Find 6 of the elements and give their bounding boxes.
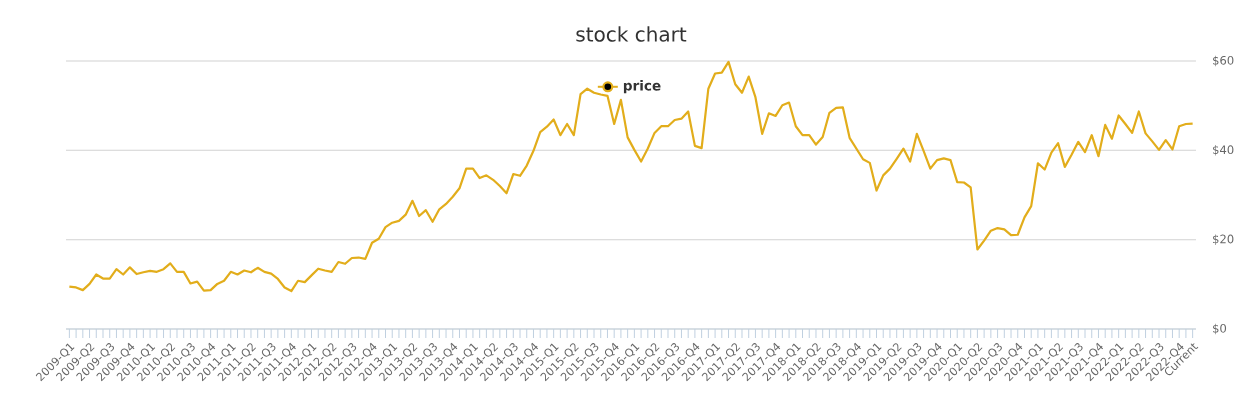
y-tick-label: $40 (1213, 145, 1234, 156)
legend-label: price (623, 80, 661, 94)
chart-title: stock chart (576, 26, 687, 42)
y-tick-label: $20 (1213, 234, 1234, 245)
y-tick-label: $60 (1213, 55, 1234, 67)
y-tick-label: $0 (1213, 323, 1227, 335)
